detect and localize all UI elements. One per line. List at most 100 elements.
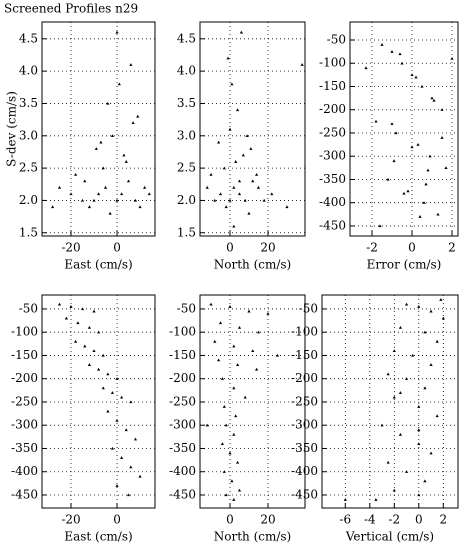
y-tick-label: -150 [169, 348, 196, 362]
point [426, 168, 430, 172]
point [110, 134, 115, 137]
point [230, 82, 234, 86]
point [87, 325, 92, 329]
x-tick-label: -20 [61, 241, 80, 255]
point [50, 205, 55, 209]
point [124, 160, 128, 163]
y-tick-label: -50 [19, 301, 38, 315]
y-tick-label: -250 [169, 394, 196, 408]
point [218, 321, 223, 325]
point [444, 166, 448, 170]
y-tick-label: -350 [169, 441, 196, 455]
point [122, 153, 126, 157]
point [235, 460, 240, 464]
point [103, 185, 108, 189]
y-tick-label: -250 [11, 394, 38, 408]
point [423, 386, 427, 390]
point [251, 349, 255, 353]
point [120, 395, 124, 399]
point [343, 498, 347, 501]
point [234, 160, 238, 163]
point [239, 30, 243, 34]
point [256, 330, 261, 334]
point [106, 101, 110, 105]
point [120, 192, 124, 196]
point [285, 205, 289, 209]
y-tick-label: -100 [291, 325, 318, 339]
x-axis-label: East (cm/s) [64, 258, 132, 272]
point [262, 198, 266, 202]
point [232, 432, 236, 436]
point [386, 460, 390, 464]
point [101, 353, 105, 357]
x-tick-label: 0 [415, 513, 423, 527]
point [440, 136, 444, 139]
y-tick-label: -50 [299, 301, 318, 315]
point [404, 302, 409, 306]
point [237, 325, 242, 329]
x-tick-label: 0 [226, 513, 234, 527]
point [402, 191, 406, 195]
point [422, 201, 426, 204]
point [428, 154, 432, 158]
point [364, 66, 368, 70]
point [436, 212, 440, 216]
y-tick-label: -400 [169, 464, 196, 478]
point [416, 142, 420, 146]
y-tick-label: 1.5 [19, 225, 38, 239]
y-axis-label: S-dev (cm/s) [5, 91, 19, 167]
point [209, 302, 213, 306]
point [432, 98, 436, 102]
point [430, 96, 434, 100]
point [392, 488, 396, 492]
point [251, 179, 255, 183]
point [275, 353, 280, 357]
x-tick-label: 20 [260, 241, 275, 255]
point [209, 172, 213, 176]
point [440, 108, 444, 111]
point [398, 391, 403, 394]
point [57, 302, 62, 306]
point [232, 344, 236, 348]
point [138, 205, 142, 209]
point [247, 309, 251, 313]
point [110, 446, 115, 450]
point [398, 52, 402, 56]
point [110, 391, 115, 394]
point [94, 147, 98, 150]
y-tick-label: -450 [319, 218, 346, 232]
point [115, 484, 119, 487]
x-axis-label: Vertical (cm/s) [345, 530, 434, 544]
axes-box [321, 294, 459, 509]
point [243, 198, 247, 202]
point [392, 349, 396, 353]
point [390, 50, 394, 53]
point [243, 395, 247, 399]
point [83, 179, 87, 183]
y-tick-label: -200 [319, 102, 346, 116]
x-tick-label: -4 [364, 513, 376, 527]
point [83, 344, 87, 348]
x-tick-label: 0 [113, 241, 121, 255]
point [220, 377, 225, 380]
axes-box [199, 294, 306, 509]
y-tick-label: 2.0 [177, 193, 196, 207]
x-tick-label: 2 [448, 241, 456, 255]
point [417, 493, 421, 497]
point [232, 185, 236, 189]
point [117, 82, 121, 86]
point [410, 73, 414, 77]
y-tick-label: -400 [11, 464, 38, 478]
point [99, 140, 103, 144]
point [101, 166, 105, 170]
y-tick-label: 2.5 [177, 161, 196, 175]
point [222, 470, 226, 473]
y-tick-label: 4.5 [19, 31, 38, 45]
point [80, 307, 85, 311]
point [380, 423, 384, 427]
point [429, 451, 433, 455]
point [69, 192, 73, 196]
y-tick-label: 1.5 [177, 225, 196, 239]
y-tick-label: 3.5 [19, 96, 38, 110]
